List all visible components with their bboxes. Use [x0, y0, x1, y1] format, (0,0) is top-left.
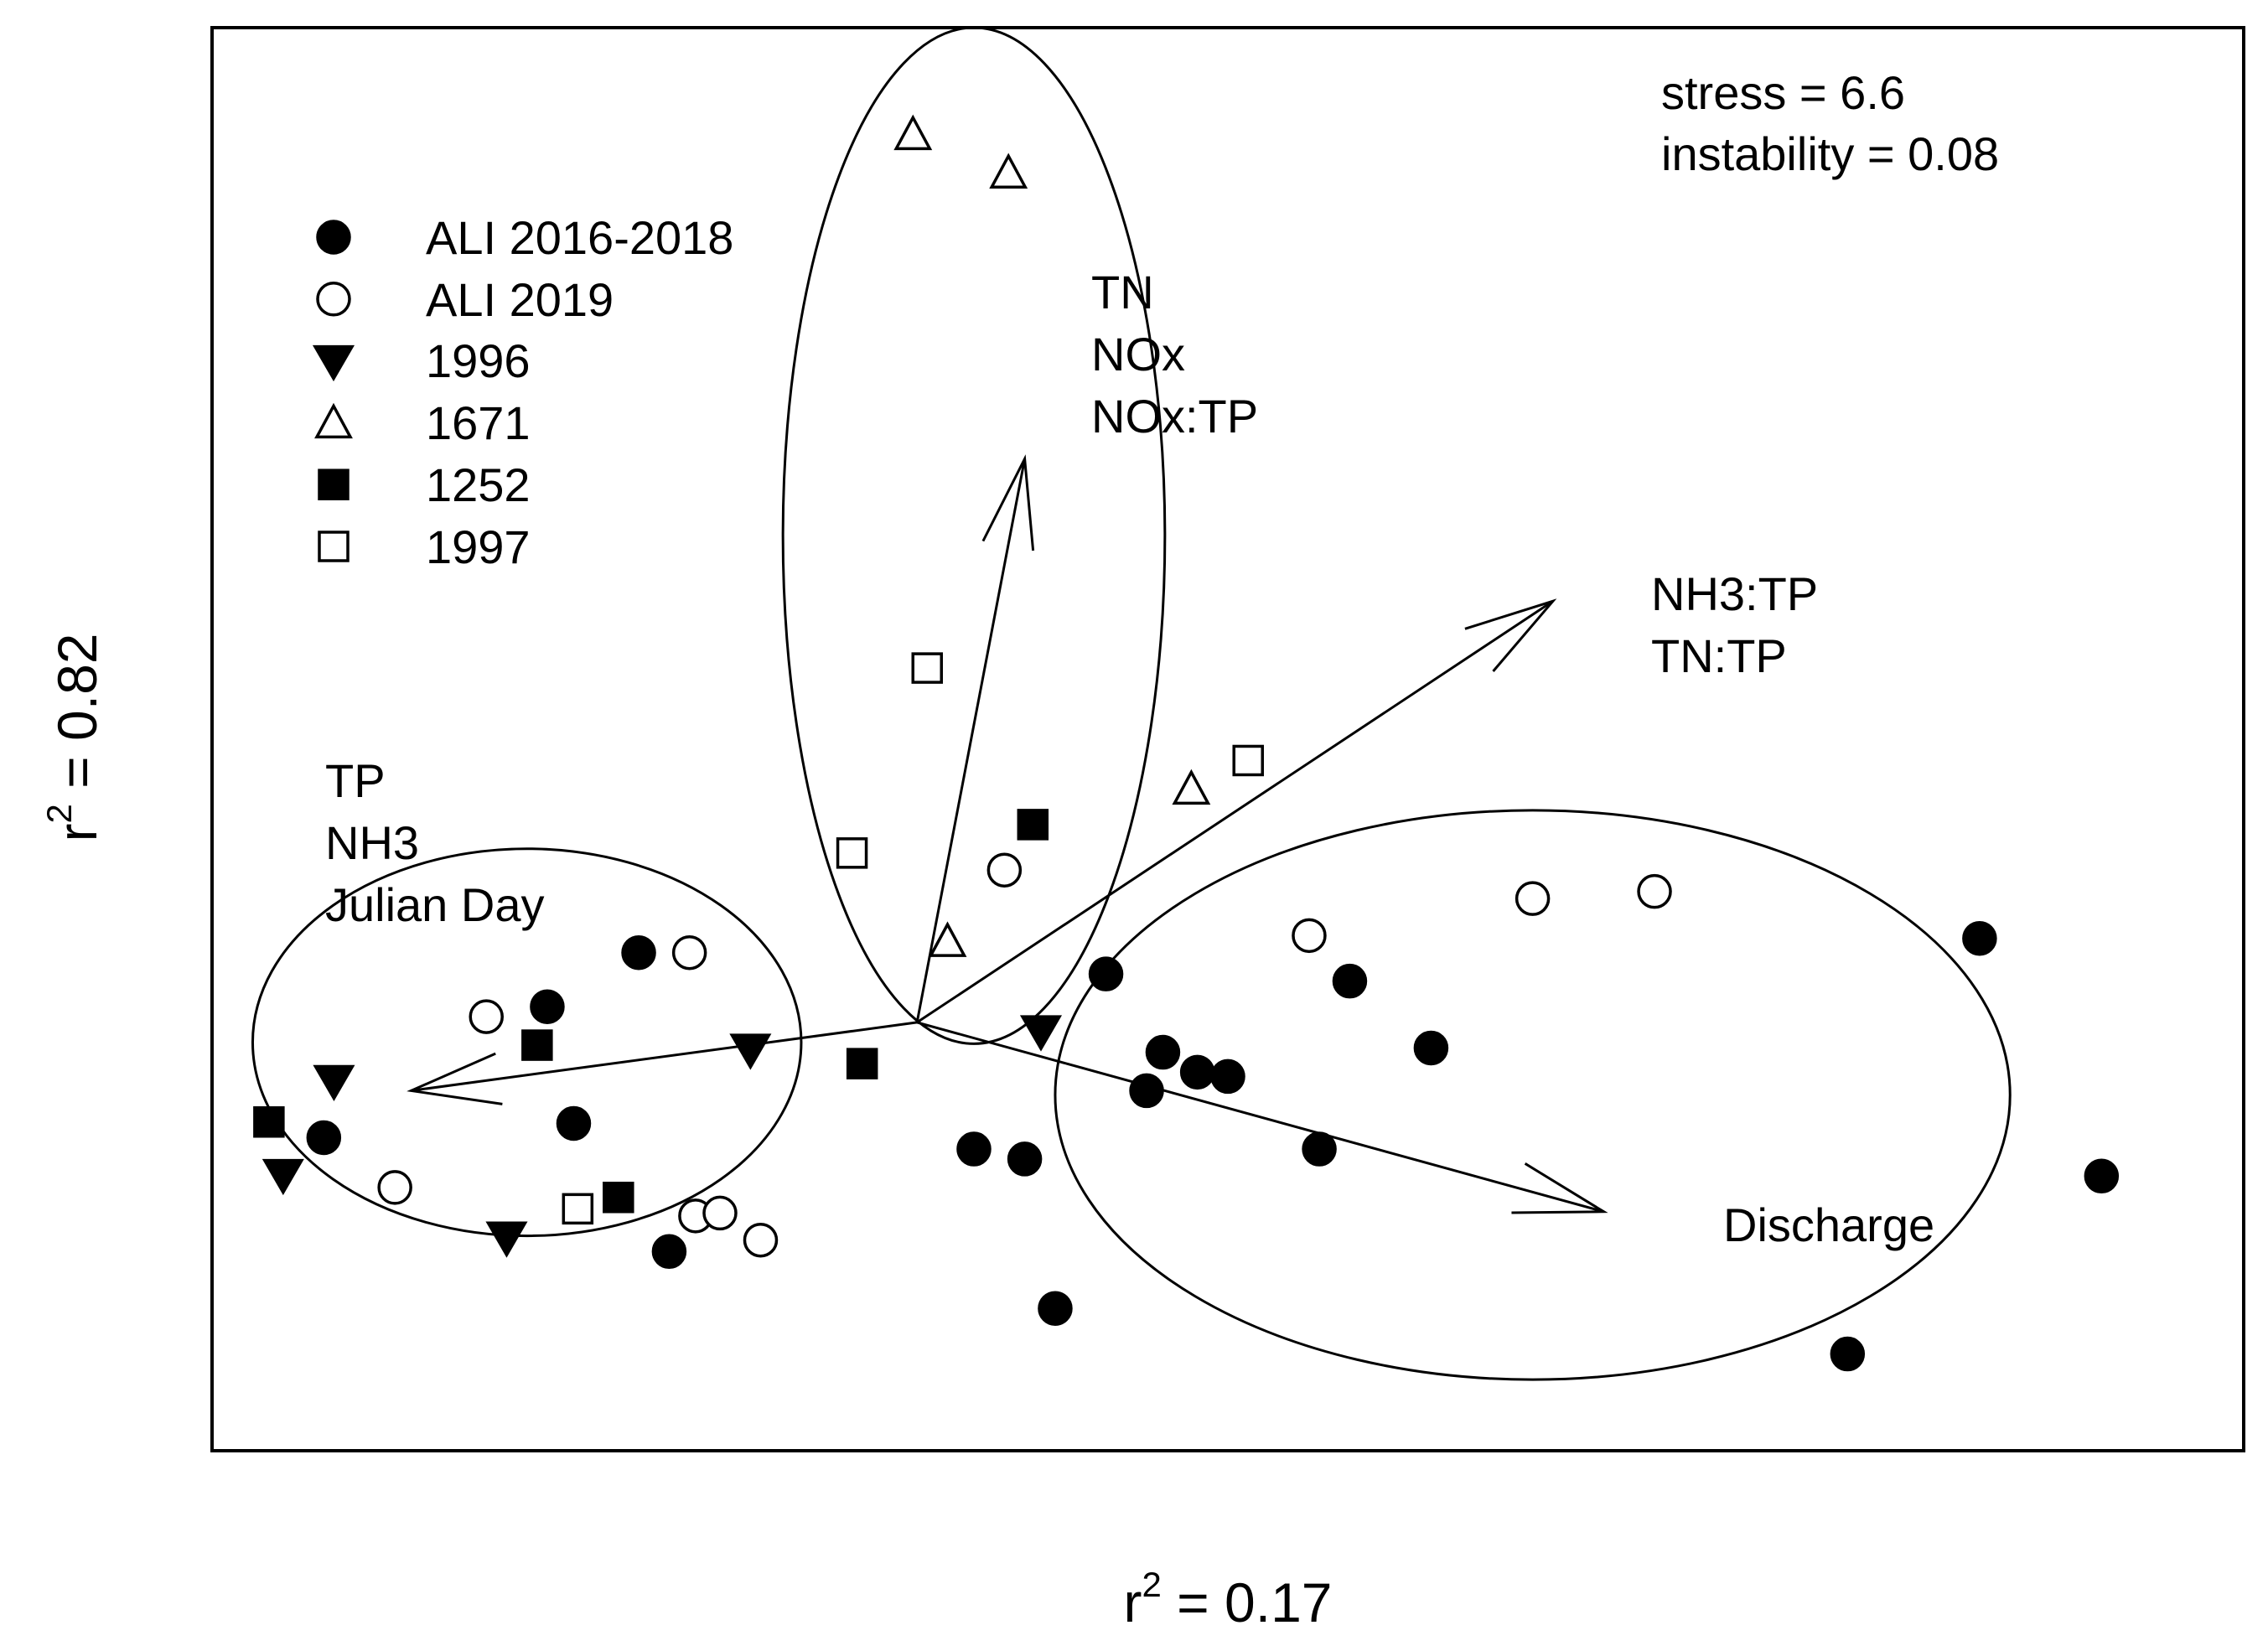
vector-label-nh3tp: NH3:TP: [1651, 567, 1818, 620]
legend-label-1996: 1996: [426, 334, 531, 387]
vector-label-tn: TN: [1091, 266, 1154, 318]
hull-left-group: [251, 847, 803, 1238]
legend-symbol-s1997: [318, 531, 350, 562]
point-ali19-2: [671, 934, 707, 971]
point-s1671-3: [928, 921, 967, 957]
point-ali1618-12: [1210, 1059, 1245, 1095]
point-s1671-2: [1172, 769, 1211, 805]
point-s1671-0: [893, 114, 933, 151]
vector-label-tp: TP: [325, 754, 386, 807]
legend-symbol-s1996: [312, 344, 355, 382]
legend-label-ali1618: ALI 2016-2018: [426, 211, 733, 264]
legend-symbol-ali1618: [316, 220, 351, 255]
plot-frame: [210, 26, 2245, 1452]
point-ali1618-11: [1179, 1054, 1215, 1090]
instability-label: instability = 0.08: [1661, 127, 1999, 180]
point-s1252-1: [521, 1029, 553, 1061]
legend-symbol-s1671: [314, 402, 353, 439]
hull-right-group: [1054, 809, 2012, 1381]
point-s1996-3: [729, 1033, 772, 1070]
y-axis-label: r2 = 0.82: [39, 633, 108, 841]
point-ali1618-9: [1129, 1073, 1164, 1109]
point-ali1618-6: [1007, 1141, 1043, 1177]
y-axis-label-base: r: [46, 824, 108, 842]
point-s1252-4: [1017, 809, 1049, 841]
vector-arrow-2: [916, 1021, 1608, 1214]
point-s1252-2: [603, 1182, 634, 1214]
point-s1996-2: [485, 1221, 528, 1258]
legend-label-ali19: ALI 2019: [426, 273, 614, 326]
vector-layer: [406, 454, 1608, 1214]
point-ali19-5: [743, 1222, 779, 1258]
y-axis-label-sup: 2: [39, 804, 79, 823]
point-ali19-7: [1292, 918, 1327, 954]
legend-symbol-s1252: [318, 468, 350, 500]
x-axis-label: r2 = 0.17: [1123, 1565, 1332, 1633]
point-s1997-1: [836, 837, 868, 869]
x-axis-label-base: r: [1123, 1571, 1142, 1633]
point-s1671-1: [989, 153, 1028, 189]
point-ali1618-7: [1038, 1291, 1073, 1326]
point-s1997-3: [1232, 744, 1264, 777]
point-s1252-3: [846, 1048, 878, 1079]
stress-label: stress = 6.6: [1661, 66, 1905, 119]
legend-symbol-ali19: [316, 282, 351, 317]
x-axis-label-sup: 2: [1142, 1565, 1161, 1604]
vector-label-julian-day: Julian Day: [325, 878, 544, 931]
point-ali19-6: [986, 852, 1023, 888]
point-ali1618-15: [1413, 1030, 1449, 1066]
vector-label-noxtp: NOx:TP: [1091, 390, 1258, 443]
point-ali1618-16: [1962, 920, 1997, 956]
point-ali1618-14: [1332, 963, 1368, 999]
point-ali19-0: [377, 1170, 412, 1205]
hull-layer: [251, 26, 2012, 1381]
vector-arrow-0: [915, 454, 1035, 1023]
x-axis-label-rest: = 0.17: [1162, 1571, 1333, 1633]
point-s1252-0: [253, 1106, 285, 1138]
vector-label-nox: NOx: [1091, 328, 1185, 380]
point-s1997-0: [911, 652, 943, 684]
point-ali1618-17: [2084, 1158, 2120, 1194]
vector-label-nh3: NH3: [325, 816, 419, 869]
point-ali19-1: [469, 999, 504, 1034]
point-ali1618-2: [556, 1105, 592, 1141]
vector-label-tntp: TN:TP: [1651, 629, 1787, 682]
legend-label-1671: 1671: [426, 396, 531, 449]
vector-label-discharge: Discharge: [1723, 1198, 1934, 1251]
point-ali19-9: [1637, 873, 1672, 909]
point-s1996-4: [1019, 1015, 1063, 1052]
point-ali19-4: [702, 1195, 738, 1231]
y-axis-label-rest: = 0.82: [46, 633, 108, 804]
point-ali1618-0: [306, 1120, 342, 1156]
point-s1996-0: [313, 1064, 355, 1102]
point-ali1618-1: [530, 989, 565, 1024]
point-s1997-2: [562, 1193, 594, 1225]
point-ali1618-8: [1088, 956, 1124, 991]
point-ali1618-13: [1302, 1131, 1337, 1167]
legend: ALI 2016-2018 ALI 2019 1996 1671 1252 19…: [312, 211, 733, 573]
point-ali1618-3: [621, 934, 656, 971]
legend-label-1252: 1252: [426, 458, 531, 511]
hull-upper-group: [781, 26, 1167, 1045]
point-ali1618-4: [651, 1234, 687, 1270]
point-layer: [253, 114, 2120, 1372]
vector-arrow-3: [406, 1021, 918, 1105]
point-s1996-1: [261, 1158, 304, 1196]
point-ali1618-5: [956, 1131, 992, 1167]
point-ali1618-10: [1145, 1034, 1181, 1070]
point-ali19-8: [1515, 881, 1551, 916]
point-ali1618-18: [1830, 1336, 1866, 1372]
legend-label-1997: 1997: [426, 520, 531, 573]
vector-arrow-1: [916, 598, 1557, 1024]
